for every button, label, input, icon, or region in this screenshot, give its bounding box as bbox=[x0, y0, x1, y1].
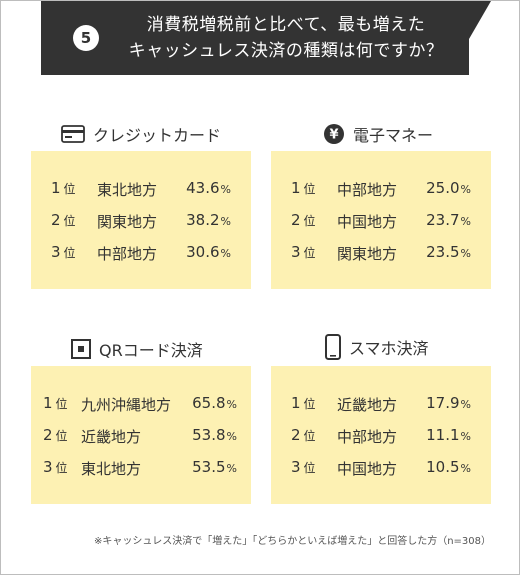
section-label: スマホ決済 bbox=[349, 339, 429, 358]
question-number-badge: 5 bbox=[73, 25, 99, 51]
region-name: 近畿地方 bbox=[81, 428, 142, 446]
section-title-qr-code: QRコード決済 bbox=[71, 337, 203, 361]
svg-text:¥: ¥ bbox=[329, 128, 338, 143]
section-label: クレジットカード bbox=[93, 126, 222, 145]
region-name: 中国地方 bbox=[337, 213, 398, 231]
question-title-line1: 消費税増税前と比べて、最も増えた bbox=[146, 15, 426, 35]
section-label: QRコード決済 bbox=[99, 341, 203, 360]
yen-coin-icon: ¥ bbox=[323, 123, 345, 145]
percentage-value: 30.6% bbox=[186, 243, 231, 261]
credit-card-icon bbox=[61, 125, 85, 143]
question-title-line2: キャッシュレス決済の種類は何ですか？ bbox=[128, 41, 444, 61]
percentage-value: 11.1% bbox=[426, 426, 471, 444]
region-name: 東北地方 bbox=[81, 460, 142, 478]
region-name: 中部地方 bbox=[97, 245, 158, 263]
region-name: 関東地方 bbox=[97, 213, 158, 231]
percentage-value: 53.5% bbox=[192, 458, 237, 476]
section-label: 電子マネー bbox=[353, 126, 434, 145]
percentage-value: 17.9% bbox=[426, 394, 471, 412]
question-header: 5 消費税増税前と比べて、最も増えた キャッシュレス決済の種類は何ですか？ bbox=[41, 1, 469, 75]
region-name: 中部地方 bbox=[337, 181, 398, 199]
section-title-e-money: ¥ 電子マネー bbox=[323, 122, 433, 146]
region-name: 中部地方 bbox=[337, 428, 398, 446]
region-name: 東北地方 bbox=[97, 181, 158, 199]
smartphone-icon bbox=[325, 334, 341, 360]
percentage-value: 25.0% bbox=[426, 179, 471, 197]
percentage-value: 23.5% bbox=[426, 243, 471, 261]
section-title-smartphone: スマホ決済 bbox=[325, 334, 429, 360]
percentage-value: 65.8% bbox=[192, 394, 237, 412]
region-name: 近畿地方 bbox=[337, 396, 398, 414]
region-name: 九州沖縄地方 bbox=[81, 396, 172, 414]
question-title: 消費税増税前と比べて、最も増えた キャッシュレス決済の種類は何ですか？ bbox=[111, 12, 461, 64]
percentage-value: 23.7% bbox=[426, 211, 471, 229]
region-name: 関東地方 bbox=[337, 245, 398, 263]
percentage-value: 53.8% bbox=[192, 426, 237, 444]
region-name: 中国地方 bbox=[337, 460, 398, 478]
percentage-value: 10.5% bbox=[426, 458, 471, 476]
header-corner-decoration bbox=[469, 1, 491, 39]
qr-code-icon bbox=[71, 339, 91, 359]
percentage-value: 38.2% bbox=[186, 211, 231, 229]
section-title-credit-card: クレジットカード bbox=[61, 122, 221, 146]
footnote: ※キャッシュレス決済で「増えた」「どちらかといえば増えた」と回答した方（n=30… bbox=[94, 536, 491, 547]
percentage-value: 43.6% bbox=[186, 179, 231, 197]
